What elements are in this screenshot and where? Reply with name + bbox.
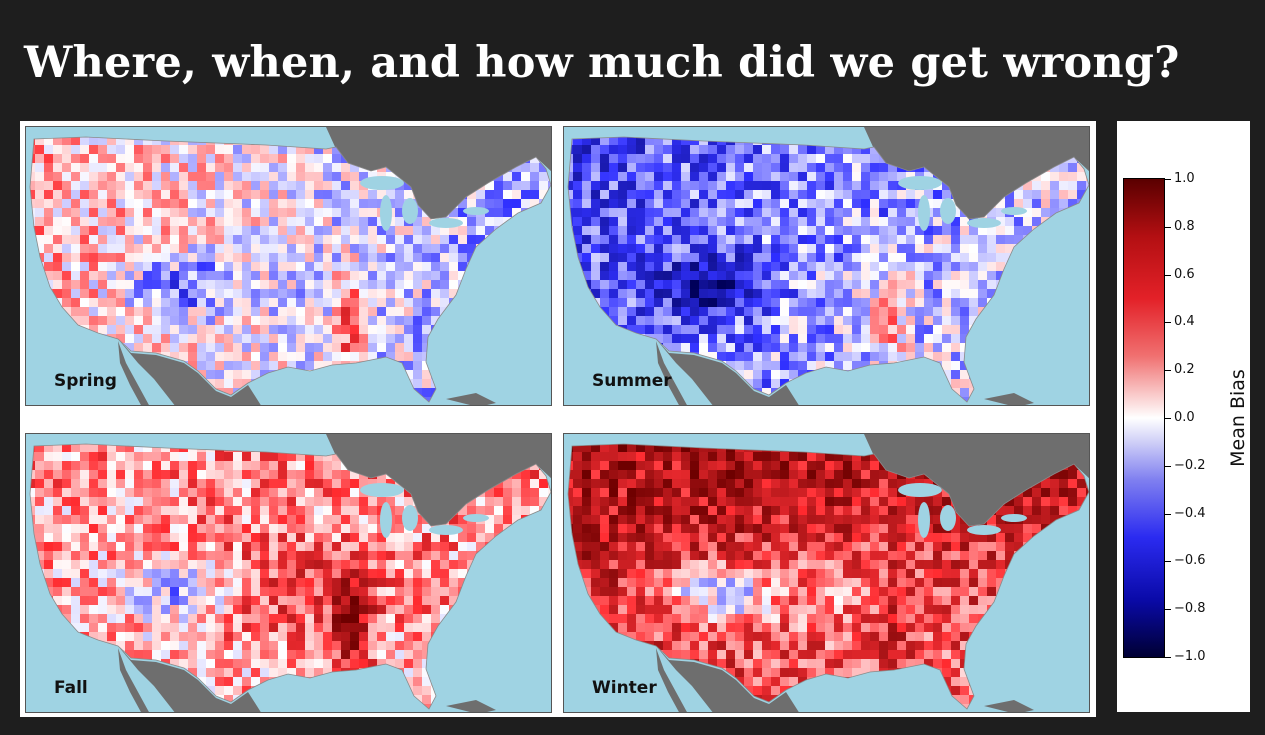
great-lake	[1001, 514, 1027, 522]
mexico-land	[656, 339, 799, 405]
great-lake	[940, 505, 956, 531]
colorbar-tick-label: 1.0	[1174, 171, 1195, 186]
map-panel-spring: Spring	[25, 126, 552, 406]
us-outline	[29, 443, 551, 710]
colorbar-tick-label: −0.2	[1174, 457, 1206, 473]
great-lake	[967, 525, 1001, 535]
great-lake	[940, 198, 956, 224]
colorbar-tick-label: 0.0	[1174, 410, 1195, 425]
cuba-land	[446, 393, 496, 405]
season-label-spring: Spring	[54, 371, 117, 391]
slide-title: Where, when, and how much did we get wro…	[24, 38, 1180, 88]
season-label-fall: Fall	[54, 678, 88, 698]
great-lake	[1001, 207, 1027, 215]
great-lake	[402, 505, 418, 531]
us-outline	[567, 136, 1089, 403]
great-lake	[898, 483, 942, 497]
great-lake	[429, 525, 463, 535]
colorbar-tick-label: −0.8	[1174, 601, 1206, 617]
legend-panel: 1.0 0.8 0.6 0.4 0.2 0.0 −0.2 −0.4 −0.6 −0.8 −1.0 M…	[1117, 121, 1250, 712]
bias-map	[567, 434, 1089, 712]
canada-land	[326, 434, 551, 528]
cuba-land	[984, 393, 1034, 405]
great-lake	[429, 218, 463, 228]
great-lake	[380, 502, 392, 538]
colorbar-tick-label: 0.6	[1174, 266, 1195, 282]
season-label-winter: Winter	[592, 678, 657, 698]
map-panel-fall: Fall	[25, 433, 552, 713]
bias-map	[29, 127, 551, 405]
colorbar-tick-label: 0.8	[1174, 218, 1195, 234]
colorbar-tick-label: −0.4	[1174, 505, 1206, 521]
colorbar	[1123, 178, 1165, 658]
map-panel-winter: Winter	[563, 433, 1090, 713]
colorbar-tick-label: 0.4	[1174, 314, 1195, 330]
cuba-land	[446, 700, 496, 712]
bias-map	[567, 127, 1089, 405]
mexico-land	[118, 339, 261, 405]
mexico-land	[656, 646, 799, 712]
mexico-land	[118, 646, 261, 712]
canada-land	[864, 127, 1089, 221]
colorbar-tick-label: 0.2	[1174, 362, 1195, 378]
great-lake	[463, 207, 489, 215]
great-lake	[360, 483, 404, 497]
great-lake	[918, 195, 930, 231]
map-panel-summer: Summer	[563, 126, 1090, 406]
bias-map	[29, 434, 551, 712]
us-outline	[567, 443, 1089, 710]
canada-land	[864, 434, 1089, 528]
colorbar-tick-label: −0.6	[1174, 553, 1206, 569]
us-outline	[29, 136, 551, 403]
great-lake	[918, 502, 930, 538]
great-lake	[463, 514, 489, 522]
colorbar-tick-label: −1.0	[1174, 649, 1206, 664]
cuba-land	[984, 700, 1034, 712]
great-lake	[898, 176, 942, 190]
great-lake	[360, 176, 404, 190]
great-lake	[402, 198, 418, 224]
canada-land	[326, 127, 551, 221]
great-lake	[967, 218, 1001, 228]
great-lake	[380, 195, 392, 231]
colorbar-title: Mean Bias	[1227, 369, 1249, 467]
maps-grid: Spring Summer Fall Winter	[20, 121, 1096, 717]
season-label-summer: Summer	[592, 371, 672, 391]
